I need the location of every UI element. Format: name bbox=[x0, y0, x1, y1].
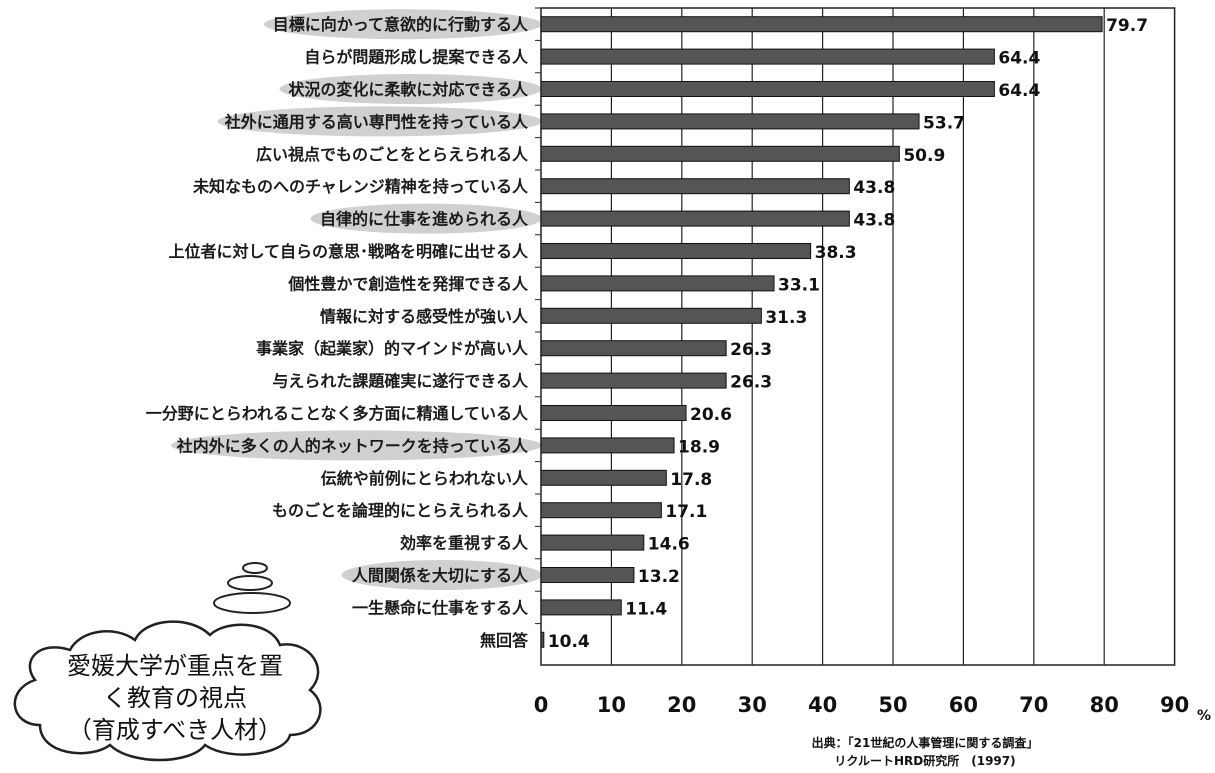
value-label: 20.6 bbox=[690, 405, 732, 425]
category-label: 個性豊かで創造性を発揮できる人 bbox=[287, 274, 529, 293]
bar bbox=[540, 178, 850, 195]
bar bbox=[540, 16, 1103, 33]
category-label: 目標に向かって意欲的に行動する人 bbox=[273, 15, 529, 34]
bar bbox=[540, 534, 645, 551]
category-label: 状況の変化に柔軟に対応できる人 bbox=[288, 80, 529, 99]
cloud-annotation: 愛媛大学が重点を置 く教育の視点 （育成すべき人材） bbox=[40, 650, 310, 746]
cloud-bubble-medium bbox=[227, 575, 273, 591]
x-tick-label: 90 bbox=[1160, 693, 1189, 717]
category-label: 自らが問題形成し提案できる人 bbox=[304, 48, 529, 67]
x-tick-label: 80 bbox=[1090, 693, 1119, 717]
source-citation: 出典：「21世紀の人事管理に関する調査」 リクルートHRD研究所 (1997) bbox=[760, 734, 1090, 770]
value-label: 50.9 bbox=[903, 146, 945, 166]
category-labels: 目標に向かって意欲的に行動する人自らが問題形成し提案できる人状況の変化に柔軟に対… bbox=[146, 15, 529, 650]
cloud-shape bbox=[13, 620, 322, 762]
category-label: 無回答 bbox=[480, 631, 529, 650]
bar bbox=[540, 145, 900, 162]
bar bbox=[540, 599, 622, 616]
annotation-line-1: 愛媛大学が重点を置 bbox=[67, 652, 283, 680]
category-highlight bbox=[341, 560, 542, 590]
bar bbox=[540, 567, 635, 583]
bar bbox=[540, 48, 995, 65]
value-label: 43.8 bbox=[853, 211, 895, 231]
category-label: 社外に通用する高い専門性を持っている人 bbox=[224, 112, 529, 131]
grid-layer bbox=[535, 7, 1176, 666]
value-label: 26.3 bbox=[730, 373, 772, 393]
bar bbox=[540, 437, 675, 454]
bar bbox=[540, 372, 727, 389]
category-highlight bbox=[217, 106, 542, 137]
bar bbox=[540, 469, 667, 486]
value-label: 10.4 bbox=[548, 632, 590, 652]
value-label: 18.9 bbox=[678, 437, 720, 457]
value-label: 64.4 bbox=[998, 49, 1040, 69]
plot-frame bbox=[540, 7, 1176, 666]
x-tick-label: 10 bbox=[597, 693, 626, 717]
annotation-line-2: く教育の視点 bbox=[103, 684, 247, 712]
value-label: 33.1 bbox=[778, 275, 820, 295]
value-label: 79.7 bbox=[1106, 16, 1148, 36]
bar bbox=[540, 502, 662, 519]
category-label: 効率を重視する人 bbox=[400, 534, 529, 553]
x-tick-label: 40 bbox=[808, 693, 837, 717]
thought-cloud bbox=[13, 562, 322, 762]
x-unit-label: % bbox=[1197, 708, 1211, 724]
category-label: 一分野にとらわれることなく多方面に精通している人 bbox=[146, 404, 529, 423]
x-tick-label: 30 bbox=[738, 693, 767, 717]
x-tick-labels: 0 10 20 30 40 50 60 70 80 90 bbox=[534, 693, 1190, 717]
value-label: 17.8 bbox=[670, 470, 712, 490]
category-label: 自律的に仕事を進められる人 bbox=[320, 210, 529, 229]
value-label: 26.3 bbox=[730, 340, 772, 360]
category-label: 未知なものへのチャレンジ精神を持っている人 bbox=[192, 177, 529, 196]
category-highlight bbox=[264, 9, 542, 40]
bar bbox=[540, 210, 850, 227]
bar bbox=[540, 81, 995, 97]
source-line-1: 出典：「21世紀の人事管理に関する調査」 bbox=[811, 736, 1039, 750]
category-label: 人間関係を大切にする人 bbox=[352, 566, 529, 585]
source-line-2: リクルートHRD研究所 (1997) bbox=[834, 754, 1016, 768]
category-label: 事業家（起業家）的マインドが高い人 bbox=[256, 339, 529, 358]
bar bbox=[540, 631, 545, 648]
category-highlight bbox=[171, 430, 542, 461]
category-label: 情報に対する感受性が強い人 bbox=[320, 307, 529, 326]
category-highlight bbox=[279, 74, 542, 104]
value-label: 38.3 bbox=[815, 243, 857, 263]
x-tick-label: 70 bbox=[1019, 693, 1048, 717]
bar bbox=[540, 307, 762, 324]
value-label: 43.8 bbox=[853, 178, 895, 198]
x-tick-label: 20 bbox=[667, 693, 696, 717]
category-label: 社内外に多くの人的ネットワークを持っている人 bbox=[176, 436, 529, 455]
x-tick-label: 60 bbox=[949, 693, 978, 717]
category-highlight bbox=[310, 203, 542, 234]
category-label: ものごとを論理的にとらえられる人 bbox=[272, 501, 529, 520]
bars-layer bbox=[540, 16, 1103, 648]
value-labels: 79.7 64.4 64.4 53.7 50.9 43.8 43.8 38.3 33.1 31.3… bbox=[548, 16, 1148, 652]
bar bbox=[540, 405, 687, 421]
value-label: 31.3 bbox=[765, 308, 807, 328]
bar bbox=[540, 275, 775, 292]
x-tick-label: 0 bbox=[534, 693, 549, 717]
cloud-bubble-large bbox=[213, 592, 291, 614]
value-label: 53.7 bbox=[923, 113, 965, 133]
category-label: 伝統や前例にとらわれない人 bbox=[321, 469, 529, 488]
bar bbox=[540, 340, 727, 357]
cloud-bubble-small bbox=[242, 562, 268, 574]
category-label: 上位者に対して自らの意思･戦略を明確に出せる人 bbox=[168, 242, 529, 261]
bar bbox=[540, 243, 812, 259]
value-label: 64.4 bbox=[998, 81, 1040, 101]
category-label: 与えられた課題確実に遂行できる人 bbox=[272, 372, 529, 391]
value-label: 14.6 bbox=[648, 535, 690, 555]
value-label: 13.2 bbox=[638, 567, 680, 587]
bar bbox=[540, 113, 920, 130]
category-label: 広い視点でものごとをとらえられる人 bbox=[256, 145, 529, 164]
x-tick-label: 50 bbox=[878, 693, 907, 717]
annotation-line-3: （育成すべき人材） bbox=[67, 716, 283, 744]
value-label: 17.1 bbox=[665, 502, 707, 522]
highlight-layer bbox=[171, 9, 542, 590]
category-label: 一生懸命に仕事をする人 bbox=[352, 598, 529, 617]
value-label: 11.4 bbox=[625, 599, 667, 619]
